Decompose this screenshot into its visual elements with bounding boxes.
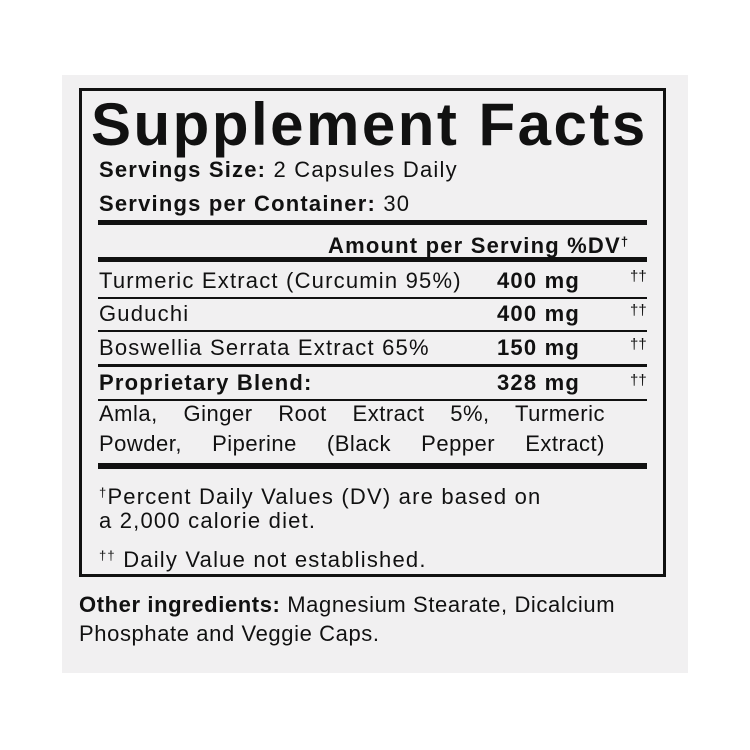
divider-thin	[98, 297, 647, 299]
other-ingredients-text: Magnesium Stearate, Dicalcium	[287, 592, 616, 617]
footnote-not-established: †† Daily Value not established.	[99, 543, 427, 573]
label-background	[62, 75, 688, 673]
divider-medium	[98, 364, 647, 367]
divider-thick	[98, 220, 647, 225]
other-ingredients: Other ingredients: Magnesium Stearate, D…	[79, 592, 615, 618]
supplement-facts-box	[79, 88, 666, 577]
divider-thick	[98, 257, 647, 262]
servings-per-container: Servings per Container: 30	[99, 191, 410, 217]
dv-mark: †	[620, 234, 630, 249]
amount-header: Amount per Serving %DV†	[328, 229, 629, 259]
other-ingredients-cont: Phosphate and Veggie Caps.	[79, 621, 380, 646]
row-dv: ††	[630, 302, 647, 319]
other-ingredients-label: Other ingredients:	[79, 592, 281, 617]
dv-label: %DV	[567, 233, 621, 258]
blend-ingredients-line: Amla, Ginger Root Extract 5%, Turmeric	[99, 401, 605, 426]
footnote-text: Percent Daily Values (DV) are based on	[107, 484, 542, 509]
row-amount: 150 mg	[497, 335, 581, 360]
divider-thin	[98, 399, 647, 401]
amount-per-serving-label: Amount per Serving	[328, 233, 560, 258]
row-amount: 328 mg	[497, 370, 581, 395]
servings-per-container-value: 30	[383, 191, 411, 216]
row-amount: 400 mg	[497, 301, 581, 326]
row-dv: ††	[630, 268, 647, 285]
row-name: Turmeric Extract (Curcumin 95%)	[99, 268, 462, 293]
row-amount: 400 mg	[497, 268, 581, 293]
divider-thin	[98, 330, 647, 332]
footnote-dv: †Percent Daily Values (DV) are based on	[99, 480, 542, 510]
footnote-mark: †	[99, 485, 108, 500]
footnote-text: Daily Value not established.	[123, 547, 427, 572]
row-name: Guduchi	[99, 301, 190, 326]
serving-size-label: Servings Size:	[99, 157, 267, 182]
servings-per-container-label: Servings per Container:	[99, 191, 376, 216]
row-name: Boswellia Serrata Extract 65%	[99, 335, 430, 360]
footnote-dv-cont: a 2,000 calorie diet.	[99, 508, 317, 533]
row-dv: ††	[630, 372, 647, 389]
blend-ingredients-line: Powder, Piperine (Black Pepper Extract)	[99, 431, 605, 456]
row-name: Proprietary Blend:	[99, 370, 313, 395]
divider-thick	[98, 463, 647, 469]
row-dv: ††	[630, 336, 647, 353]
serving-size-value: 2 Capsules Daily	[273, 157, 458, 182]
serving-size: Servings Size: 2 Capsules Daily	[99, 157, 458, 183]
title: Supplement Facts	[91, 91, 648, 158]
footnote-mark: ††	[99, 548, 116, 563]
